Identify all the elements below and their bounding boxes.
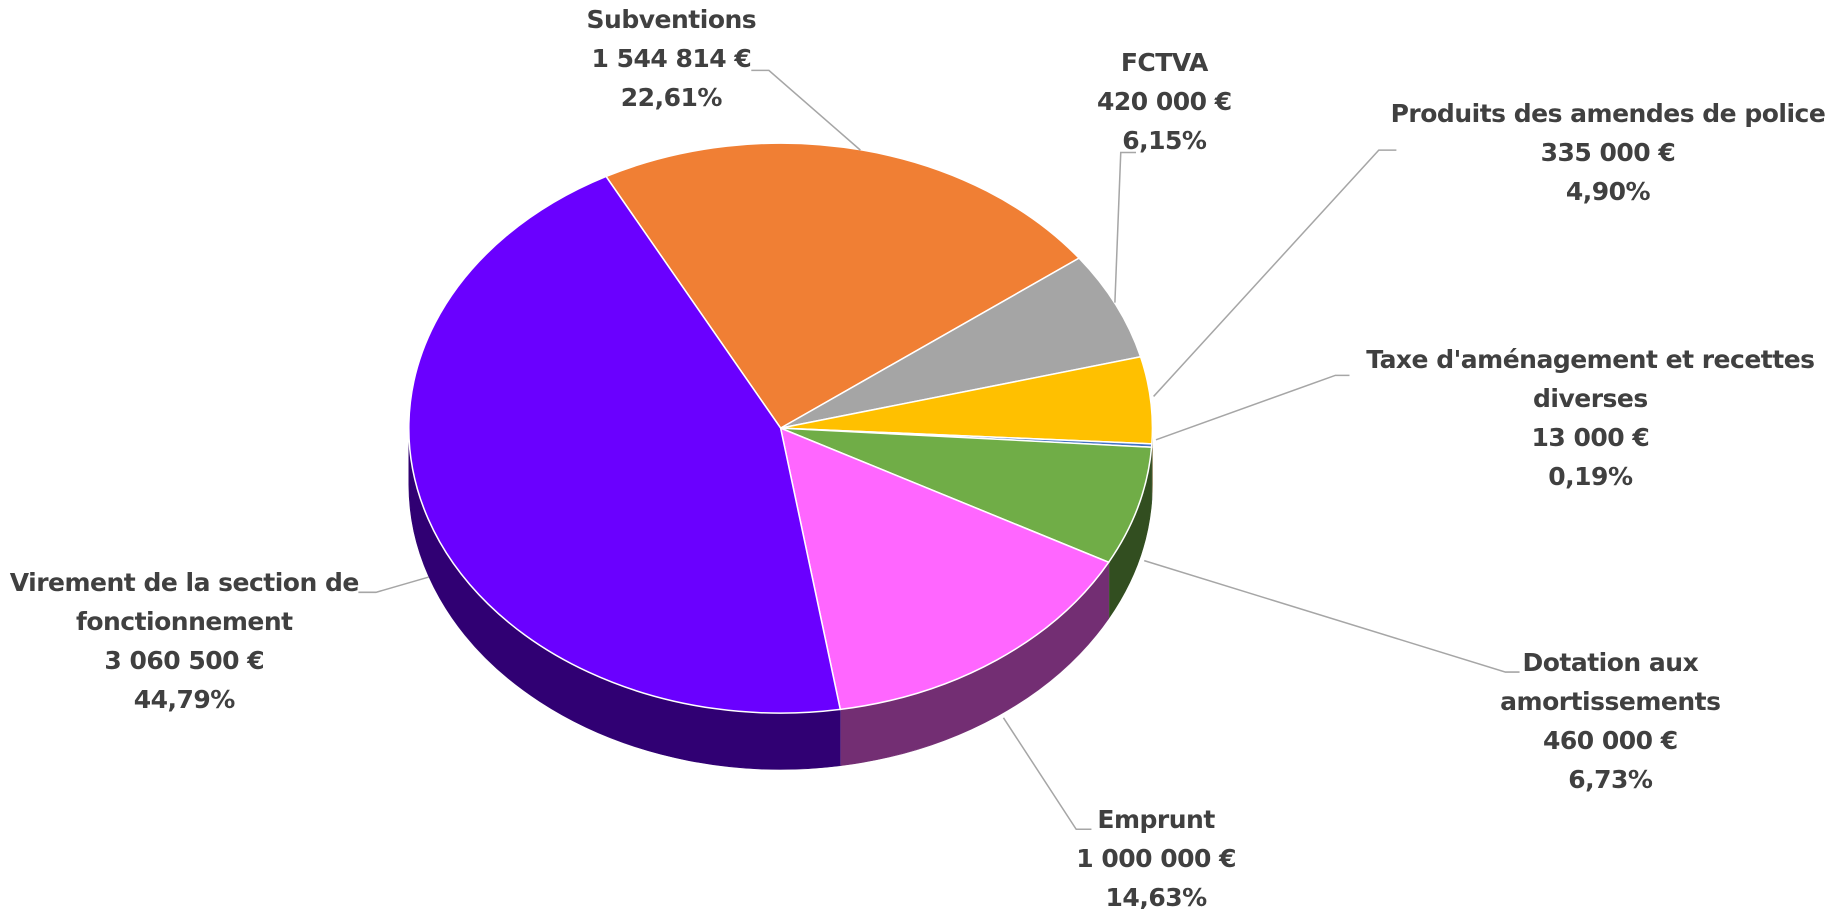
leader-line — [751, 69, 861, 151]
data-label: Dotation aux amortissements 460 000 € 6,73… — [1458, 643, 1763, 799]
value-label: 1 544 814 € — [591, 44, 752, 73]
percent-label: 44,79% — [133, 685, 236, 715]
percent-label: 14,63% — [1105, 883, 1208, 909]
category-label: FCTVA — [1120, 48, 1208, 78]
percent-label: 6,15% — [1122, 126, 1207, 156]
percent-label: 22,61% — [620, 83, 723, 112]
category-label: Emprunt — [1097, 805, 1215, 835]
value-label: 13 000 € — [1531, 423, 1650, 453]
value-label: 335 000 € — [1540, 137, 1676, 167]
slice — [604, 142, 1081, 430]
tops — [408, 142, 1154, 714]
category-label: Taxe d'aménagement et recettes diverses — [1366, 345, 1815, 414]
slice — [780, 257, 1142, 429]
category-label: Produits des amendes de police — [1390, 98, 1826, 128]
leaders — [358, 69, 1520, 831]
category-label: Subventions — [586, 5, 757, 34]
data-label: Emprunt 1 000 000 € 14,63% — [1015, 800, 1297, 909]
leader-line — [1155, 374, 1350, 441]
value-label: 460 000 € — [1542, 726, 1678, 756]
percent-label: 4,90% — [1565, 176, 1651, 206]
category-label: Virement de la section de fonctionnement — [9, 568, 360, 637]
data-label: FCTVA 420 000 € 6,15% — [1047, 43, 1282, 160]
leader-line — [1114, 151, 1137, 303]
data-label: Virement de la section de fonctionnement… — [0, 563, 378, 719]
slice — [779, 426, 1110, 711]
percent-label: 0,19% — [1548, 462, 1633, 492]
data-label: Produits des amendes de police 335 000 € 4… — [1362, 94, 1831, 211]
slice — [408, 175, 842, 714]
value-label: 3 060 500 € — [104, 646, 265, 676]
leader-line — [358, 576, 429, 594]
percent-label: 6,73% — [1568, 765, 1653, 795]
category-label: Dotation aux amortissements — [1500, 648, 1721, 717]
data-label: Taxe d'aménagement et recettes diverses 1… — [1344, 340, 1831, 496]
value-label: 1 000 000 € — [1076, 844, 1236, 874]
leader-line — [1153, 149, 1397, 397]
leader-line — [1002, 717, 1092, 831]
leader-line — [1143, 559, 1520, 673]
value-label: 420 000 € — [1096, 87, 1232, 117]
data-label: Subventions 1 544 814 € 22,61% — [519, 0, 824, 117]
slice — [780, 427, 1153, 564]
